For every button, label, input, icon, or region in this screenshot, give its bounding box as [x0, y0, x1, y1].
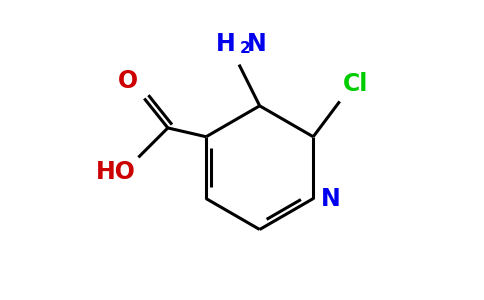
Text: O: O — [118, 69, 138, 93]
Text: N: N — [247, 32, 267, 56]
Text: HO: HO — [95, 160, 136, 184]
Text: H: H — [216, 32, 236, 56]
Text: Cl: Cl — [343, 71, 368, 95]
Text: N: N — [320, 187, 340, 211]
Text: $\mathregular{_2}$: $\mathregular{_2}$ — [239, 36, 251, 56]
